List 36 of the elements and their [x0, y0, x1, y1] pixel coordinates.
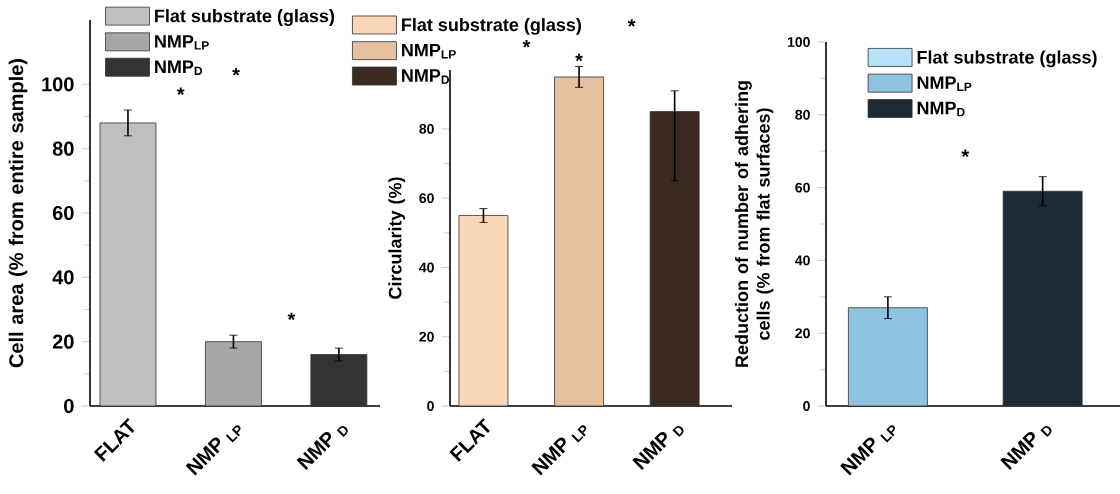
legend-label: Flat substrate (glass) — [402, 17, 582, 35]
y-tick-label: 60 — [795, 182, 810, 193]
text: * — [575, 53, 583, 62]
y-tick-label: 0 — [64, 398, 74, 414]
y-axis-title: Reduction of number of adhering cells (% from flat surfaces) — [734, 81, 774, 367]
y-axis-title: Circularity (%) — [388, 177, 406, 299]
legend-label: NMP$_{D}$ — [402, 69, 450, 84]
y-tick-label: 20 — [52, 334, 74, 349]
text: * — [627, 19, 636, 27]
annotation: * — [287, 312, 296, 321]
legend-label: NMP$_{LP}$ — [155, 35, 209, 50]
annotation: * — [232, 68, 240, 76]
y-tick-label: 20 — [795, 328, 810, 339]
y-tick-label: 40 — [52, 270, 74, 285]
y-tick-label: 0 — [803, 401, 810, 411]
y-axis-title: Cell area (% from entire sample) — [8, 58, 28, 368]
y-tick-label: 100 — [787, 37, 810, 47]
y-tick-label: 60 — [52, 205, 74, 221]
y-tick-label: 20 — [419, 331, 434, 342]
text: * — [522, 39, 531, 48]
y-tick-label: 0 — [427, 401, 434, 411]
y-tick-label: 80 — [419, 123, 434, 134]
y-tick-label: 40 — [419, 262, 434, 273]
legend-label: NMP$_{D}$ — [155, 60, 203, 75]
legend-label: Flat substrate (glass) — [917, 50, 1097, 68]
annotation: * — [176, 87, 185, 95]
legend-label: NMP$_{D}$ — [917, 101, 965, 117]
legend-label: Flat substrate (glass) — [155, 9, 335, 26]
legend-label: NMP$_{LP}$ — [402, 43, 456, 59]
y-tick-label: 80 — [795, 109, 810, 120]
y-tick-label: 60 — [419, 193, 434, 204]
y-tick-label: 40 — [795, 255, 810, 266]
annotation: * — [961, 149, 970, 158]
y-tick-label: 80 — [52, 141, 74, 156]
y-tick-label: 100 — [42, 77, 74, 92]
legend-label: NMP$_{LP}$ — [917, 76, 972, 91]
